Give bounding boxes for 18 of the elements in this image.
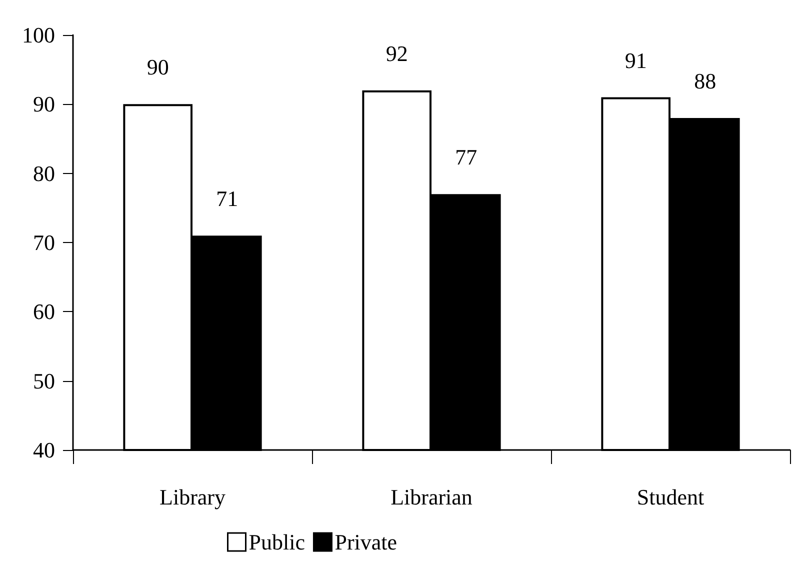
data-label: 77 [455,144,478,170]
x-tick-label: Library [160,484,226,510]
y-tick-label: 70 [33,230,55,255]
y-tick-label: 90 [33,92,55,117]
x-tick-label: Student [636,484,704,510]
data-label: 71 [216,186,238,212]
y-tick-label: 40 [33,438,55,462]
y-tick-label: 60 [33,299,55,324]
data-label: 91 [624,48,647,73]
data-label: 88 [694,68,716,94]
legend-label: Public [248,530,306,554]
x-tick-label: Librarian [390,484,472,510]
data-label: 92 [386,40,408,66]
legend-label: Private [334,530,398,554]
y-tick-label: 50 [33,368,55,394]
y-tick-label: 80 [33,160,55,186]
y-tick-label: 100 [22,22,55,48]
data-label: 90 [146,54,169,80]
